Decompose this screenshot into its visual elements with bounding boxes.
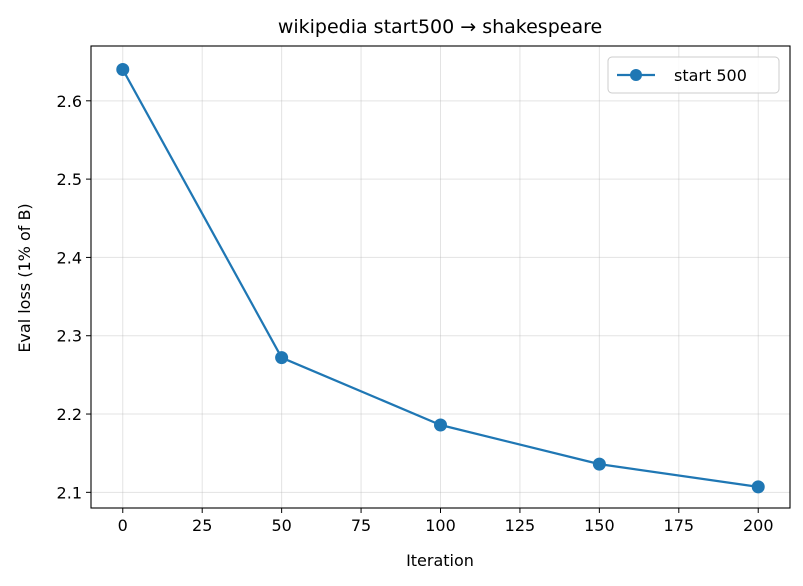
legend-box <box>607 56 780 94</box>
data-point <box>751 480 765 494</box>
x-tick-label: 75 <box>351 516 371 535</box>
x-tick-label: 25 <box>192 516 212 535</box>
y-tick-label: 2.4 <box>57 248 82 267</box>
ticks: 0 25 50 75 100 125 150 175 200 2.1 2.2 2.3 2.4 2.5 2.6 <box>57 92 774 535</box>
x-axis-label: Iteration <box>406 551 474 570</box>
y-tick-label: 2.1 <box>57 483 82 502</box>
x-tick-label: 100 <box>425 516 456 535</box>
data-point <box>434 418 447 432</box>
x-tick-label: 125 <box>505 516 536 535</box>
legend-label: start 500 <box>674 66 747 85</box>
series-layer <box>116 62 765 494</box>
x-tick-label: 0 <box>118 516 128 535</box>
data-point <box>275 351 289 365</box>
grid <box>91 46 790 508</box>
data-point <box>592 457 606 471</box>
x-tick-label: 175 <box>664 516 695 535</box>
y-axis-label: Eval loss (1% of B) <box>15 203 34 352</box>
y-tick-label: 2.6 <box>57 92 82 111</box>
y-tick-label: 2.5 <box>57 170 82 189</box>
chart-title: wikipedia start500 → shakespeare <box>278 16 602 38</box>
legend-marker <box>630 69 642 81</box>
x-tick-label: 150 <box>584 516 615 535</box>
x-tick-label: 200 <box>743 516 774 535</box>
legend: start 500 <box>607 56 780 94</box>
y-tick-label: 2.3 <box>57 327 82 346</box>
data-point <box>116 62 130 76</box>
y-tick-label: 2.2 <box>57 405 82 424</box>
x-tick-label: 50 <box>271 516 291 535</box>
